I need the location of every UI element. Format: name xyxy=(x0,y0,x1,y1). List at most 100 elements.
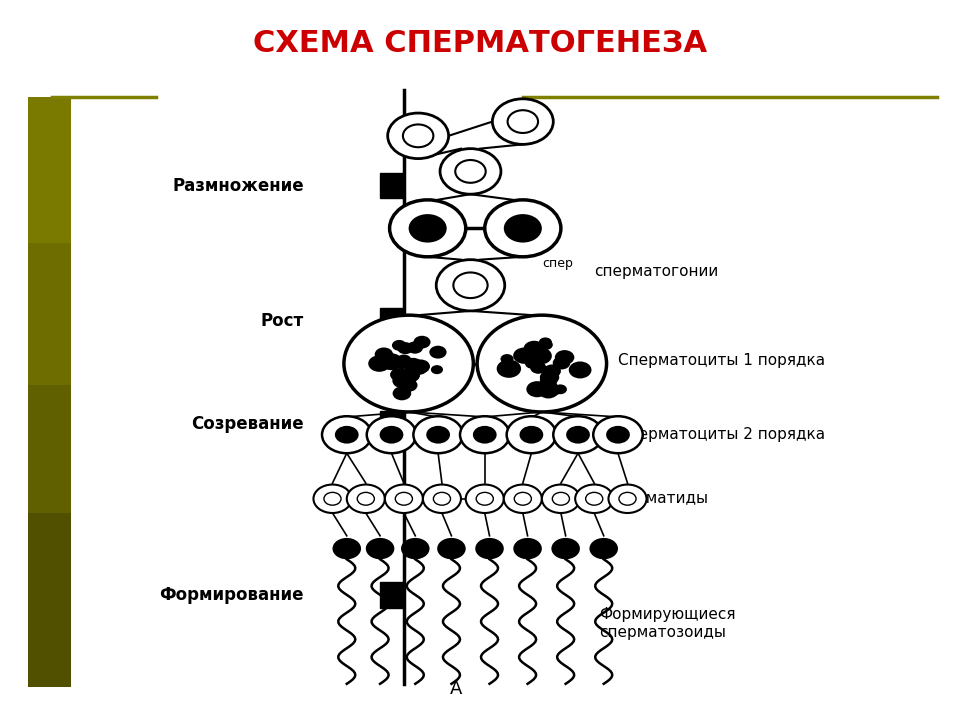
Circle shape xyxy=(606,426,630,444)
Text: IV: IV xyxy=(391,585,404,600)
FancyBboxPatch shape xyxy=(28,96,71,243)
Circle shape xyxy=(411,359,430,374)
Circle shape xyxy=(496,359,521,378)
FancyBboxPatch shape xyxy=(380,411,404,437)
Circle shape xyxy=(492,99,553,145)
Text: Формирующиеся
сперматозоиды: Формирующиеся сперматозоиды xyxy=(599,607,735,639)
Circle shape xyxy=(539,383,559,398)
Circle shape xyxy=(414,336,430,348)
Circle shape xyxy=(322,416,372,453)
FancyBboxPatch shape xyxy=(28,513,71,688)
Circle shape xyxy=(426,426,450,444)
Circle shape xyxy=(619,492,636,505)
Circle shape xyxy=(529,347,552,364)
Circle shape xyxy=(500,354,514,364)
Circle shape xyxy=(440,148,501,194)
Circle shape xyxy=(515,492,532,505)
Circle shape xyxy=(429,346,446,359)
Circle shape xyxy=(392,340,406,351)
Circle shape xyxy=(332,538,361,559)
Circle shape xyxy=(397,342,414,354)
Circle shape xyxy=(357,492,374,505)
Circle shape xyxy=(555,350,574,364)
Circle shape xyxy=(401,368,420,382)
Circle shape xyxy=(507,416,556,453)
Circle shape xyxy=(396,492,413,505)
Circle shape xyxy=(593,416,643,453)
Circle shape xyxy=(504,485,541,513)
Text: II: II xyxy=(571,427,580,442)
Circle shape xyxy=(539,338,552,347)
Text: Сперматоциты 1 порядка: Сперматоциты 1 порядка xyxy=(618,353,825,367)
Circle shape xyxy=(344,315,473,412)
Circle shape xyxy=(553,416,603,453)
Circle shape xyxy=(554,384,567,395)
Circle shape xyxy=(553,356,570,369)
Text: Сперматоциты 2 порядка: Сперматоциты 2 порядка xyxy=(618,427,825,442)
Circle shape xyxy=(589,538,618,559)
Circle shape xyxy=(400,379,418,392)
Circle shape xyxy=(410,362,427,375)
Text: Формирование: Формирование xyxy=(159,586,304,604)
Circle shape xyxy=(575,485,613,513)
Circle shape xyxy=(609,485,646,513)
Circle shape xyxy=(393,373,413,388)
Circle shape xyxy=(390,368,408,382)
Circle shape xyxy=(409,214,446,243)
Text: сперматиды: сперматиды xyxy=(609,491,708,506)
FancyBboxPatch shape xyxy=(28,243,71,385)
Circle shape xyxy=(401,538,429,559)
Circle shape xyxy=(453,272,488,298)
Circle shape xyxy=(367,416,417,453)
Circle shape xyxy=(393,387,411,400)
Circle shape xyxy=(407,341,423,354)
Circle shape xyxy=(335,426,359,444)
Circle shape xyxy=(540,374,558,387)
Circle shape xyxy=(566,426,589,444)
Circle shape xyxy=(423,485,461,513)
Circle shape xyxy=(394,369,417,387)
Text: I: I xyxy=(580,353,585,367)
Circle shape xyxy=(552,492,569,505)
Text: спер: спер xyxy=(541,258,573,271)
Circle shape xyxy=(398,357,412,366)
Circle shape xyxy=(477,315,607,412)
Circle shape xyxy=(523,341,545,356)
Circle shape xyxy=(407,360,425,374)
Circle shape xyxy=(476,492,493,505)
Circle shape xyxy=(414,416,463,453)
Circle shape xyxy=(540,370,560,384)
FancyBboxPatch shape xyxy=(380,308,404,333)
Circle shape xyxy=(475,538,504,559)
Circle shape xyxy=(544,381,558,390)
Circle shape xyxy=(514,348,535,364)
FancyBboxPatch shape xyxy=(380,582,404,608)
Text: Созревание: Созревание xyxy=(191,415,304,433)
Circle shape xyxy=(525,357,540,369)
Circle shape xyxy=(548,387,560,396)
Circle shape xyxy=(403,125,433,147)
Circle shape xyxy=(324,492,341,505)
Text: СХЕМА СПЕРМАТОГЕНЕЗА: СХЕМА СПЕРМАТОГЕНЕЗА xyxy=(252,29,708,58)
Text: А: А xyxy=(450,680,463,698)
Circle shape xyxy=(568,361,591,379)
Circle shape xyxy=(431,365,443,374)
Circle shape xyxy=(390,200,466,257)
Circle shape xyxy=(485,200,561,257)
Circle shape xyxy=(551,538,580,559)
Circle shape xyxy=(455,160,486,183)
FancyBboxPatch shape xyxy=(380,173,404,199)
Circle shape xyxy=(504,214,541,243)
Circle shape xyxy=(380,354,402,370)
Text: сперматогонии: сперматогонии xyxy=(594,264,718,279)
Circle shape xyxy=(366,538,395,559)
Circle shape xyxy=(395,358,409,369)
Circle shape xyxy=(466,485,504,513)
FancyBboxPatch shape xyxy=(28,385,71,513)
Circle shape xyxy=(437,538,466,559)
Circle shape xyxy=(396,354,412,366)
Circle shape xyxy=(433,492,450,505)
Circle shape xyxy=(508,110,538,133)
Circle shape xyxy=(460,416,510,453)
Circle shape xyxy=(528,348,541,359)
